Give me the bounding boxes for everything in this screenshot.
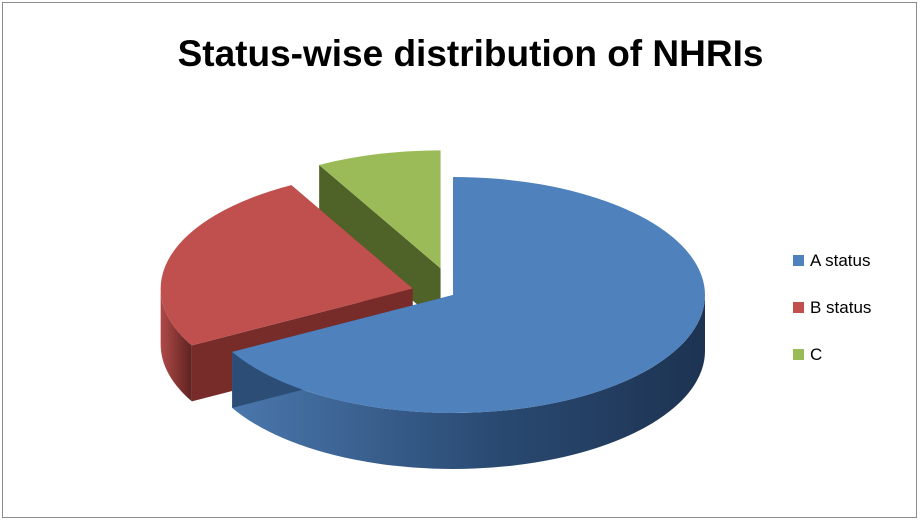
legend-swatch-a: [793, 255, 804, 266]
legend-swatch-b: [793, 302, 804, 313]
slice-a-status-side: [232, 295, 705, 469]
legend-label-a: A status: [810, 250, 871, 270]
legend-item-b: B status: [793, 284, 871, 331]
slice-b-status-top: [160, 185, 413, 346]
slice-c-top: [319, 150, 441, 269]
chart-title: Status-wise distribution of NHRIs: [177, 33, 764, 74]
slice-a-status: [232, 177, 706, 469]
legend-swatch-c: [793, 349, 804, 360]
slice-a-status-top: [232, 177, 706, 414]
legend-item-c: C: [793, 331, 871, 378]
slice-b-status-side: [160, 288, 192, 402]
pie-chart: [160, 150, 706, 469]
slice-c: [319, 150, 441, 325]
slice-c-cut-0: [319, 164, 441, 325]
legend-label-b: B status: [810, 297, 872, 317]
legend-label-c: C: [810, 344, 823, 364]
legend: A status B status C: [793, 237, 871, 378]
legend-item-a: A status: [793, 237, 871, 284]
